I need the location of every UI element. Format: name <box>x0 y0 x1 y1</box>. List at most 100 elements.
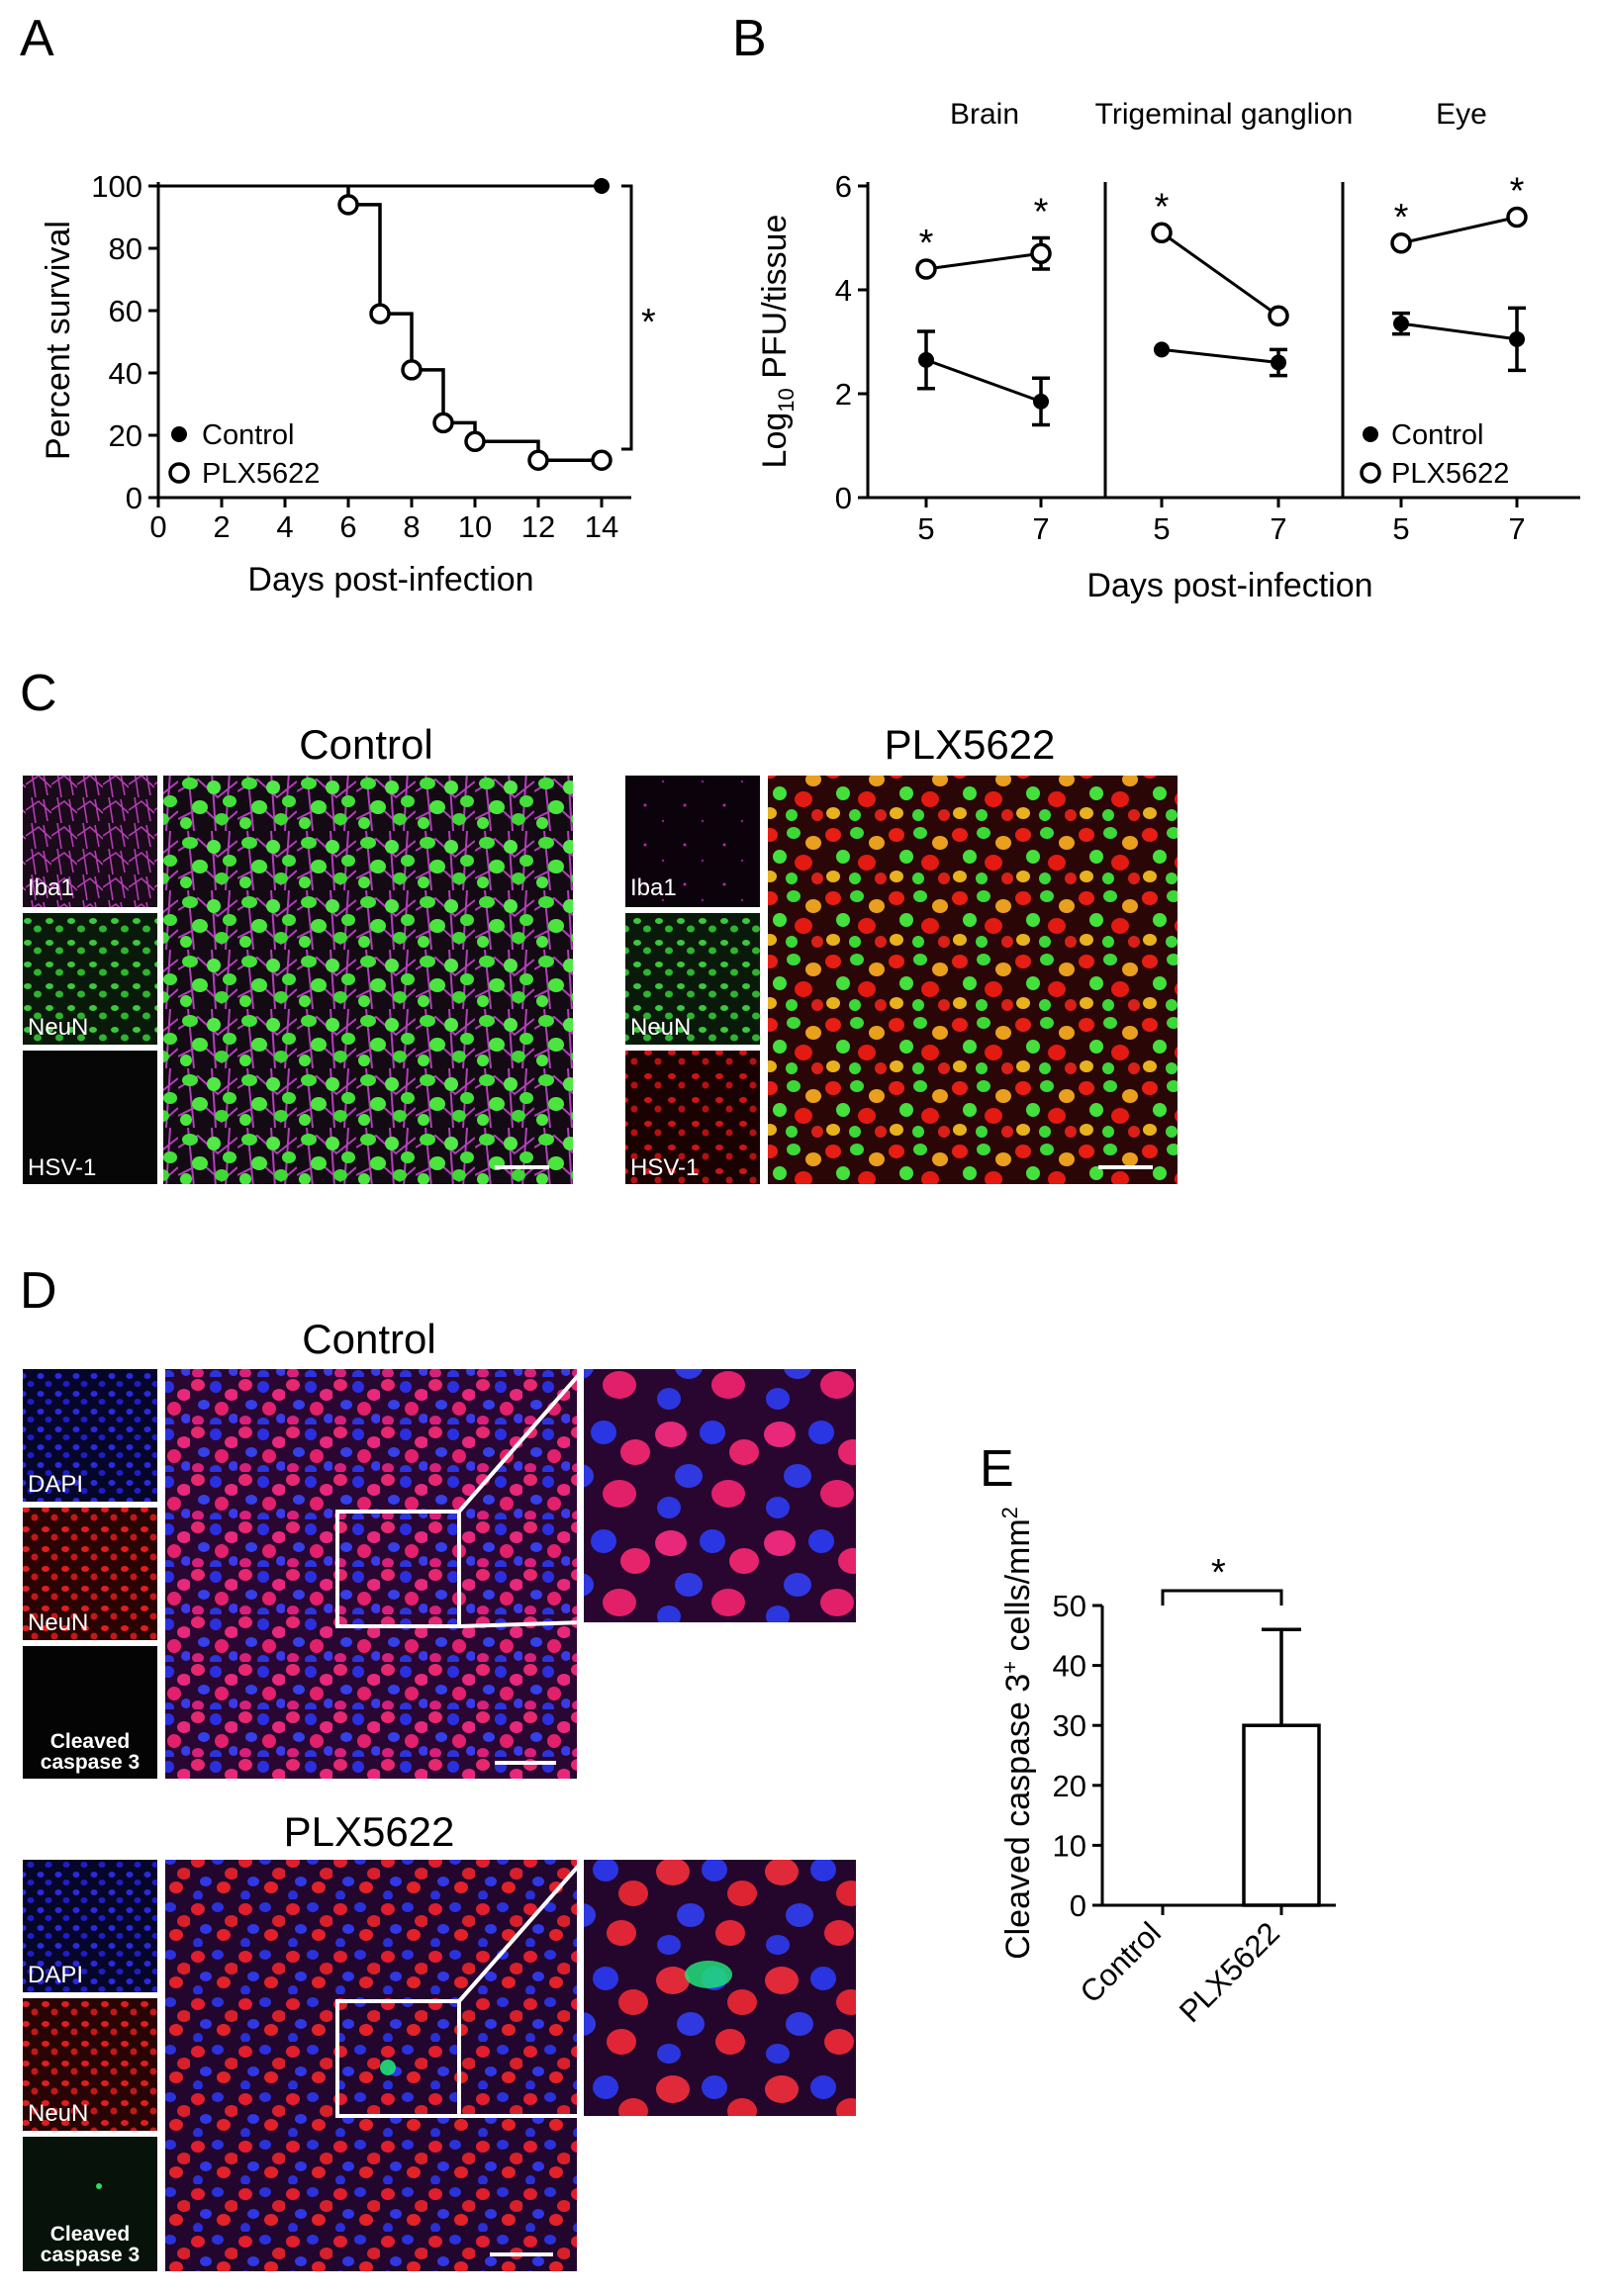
d-control-zoom-line-bottom <box>458 1620 585 1628</box>
b-plx-point <box>1390 232 1412 254</box>
b-plx-point <box>1268 305 1289 326</box>
a-x-tick-label: 2 <box>213 509 230 544</box>
b-plx-point <box>1506 206 1528 229</box>
c-plx-iba1-image <box>625 776 760 907</box>
c-plx-scale-bar <box>1098 1165 1153 1169</box>
d-control-merge-image <box>165 1369 577 1779</box>
b-x-tick-label: 7 <box>1270 511 1286 546</box>
a-significance-star: * <box>641 302 656 343</box>
d-plx-zoom-line-top <box>457 1858 586 2003</box>
d-plx-caspase-label-1: Cleaved <box>50 2223 131 2246</box>
e-y-tick-label: 50 <box>1053 1589 1086 1623</box>
b-x-tick-label: 5 <box>1392 511 1409 546</box>
d-plx-neun-image <box>23 1998 157 2131</box>
b-x-tick-label: 5 <box>917 511 934 546</box>
b-y-tick-label: 2 <box>835 377 852 412</box>
a-legend-control-marker <box>171 426 187 442</box>
d-control-neun-label: NeuN <box>28 1609 88 1636</box>
a-x-axis-label: Days post-infection <box>247 561 533 598</box>
b-y-tick-label: 4 <box>835 273 852 308</box>
d-plx-dapi-label: DAPI <box>28 1962 83 1988</box>
e-y-tick-label: 10 <box>1053 1828 1086 1863</box>
d-plx-title: PLX5622 <box>284 1808 455 1855</box>
d-plx-merge-caspase-signal <box>380 2060 396 2075</box>
d-plx-caspase-label-2: caspase 3 <box>41 2244 140 2266</box>
d-control-dapi-label: DAPI <box>28 1471 83 1498</box>
d-control-neun-image <box>23 1508 157 1640</box>
c-control-merge-image <box>163 776 573 1184</box>
a-x-tick-label: 12 <box>521 509 555 544</box>
a-x-tick-label: 6 <box>339 509 356 544</box>
e-significance-bracket <box>1161 1589 1283 1606</box>
b-x-tick-label: 7 <box>1508 511 1525 546</box>
b-plx-point <box>1151 222 1173 243</box>
b-significance-star: * <box>1155 186 1170 228</box>
e-y-axis-label: Cleaved caspase 3+ cells/mm2 <box>997 1507 1037 1960</box>
c-control-neun-label: NeuN <box>28 1014 88 1041</box>
a-plx-point <box>432 412 454 434</box>
c-plx-merge-image <box>768 776 1178 1184</box>
e-y-tick-label: 40 <box>1053 1649 1086 1684</box>
b-y-tick-label: 6 <box>835 169 852 204</box>
survival-marks <box>158 178 613 471</box>
panel-letter-e: E <box>980 1440 1014 1498</box>
b-series-line <box>1161 347 1279 364</box>
a-y-tick-label: 60 <box>109 294 142 328</box>
e-y-tick-label: 30 <box>1053 1708 1086 1743</box>
a-significance-bracket <box>621 184 633 451</box>
b-series-line <box>925 358 1042 404</box>
b-control-point <box>1033 393 1049 410</box>
a-y-tick-label: 0 <box>126 481 142 515</box>
b-legend-plx: PLX5622 <box>1391 458 1509 490</box>
a-x-tick-label: 8 <box>403 509 420 544</box>
d-control-zoom-image <box>584 1369 856 1622</box>
d-control-title: Control <box>302 1316 435 1362</box>
d-control-inset-box <box>335 1510 461 1628</box>
a-plx-point <box>369 303 391 324</box>
b-control-point <box>1509 330 1525 347</box>
b-series-line <box>925 251 1042 271</box>
a-plx-point <box>591 449 613 471</box>
a-y-axis-label: Percent survival <box>40 221 77 460</box>
c-plx-hsv-label: HSV-1 <box>630 1154 699 1181</box>
c-plx-neun-image <box>625 913 760 1045</box>
c-control-neun-image <box>23 913 157 1045</box>
b-significance-star: * <box>1034 192 1049 233</box>
c-control-title: Control <box>299 721 432 768</box>
b-series-line <box>1161 231 1279 318</box>
a-x-tick-label: 14 <box>585 509 618 544</box>
b-series-line <box>1400 216 1518 245</box>
b-legend-control: Control <box>1391 419 1484 451</box>
b-plx-point <box>1030 242 1052 264</box>
d-control-zoom-line-top <box>457 1367 586 1514</box>
panel-c: C Control Iba1 NeuN HSV-1 PLX5622 Iba1 N… <box>20 665 1178 1184</box>
survival-axes: 0 2 4 6 8 10 12 14 0 20 40 60 80 100 <box>91 169 631 544</box>
e-y-tick-label: 20 <box>1053 1769 1086 1803</box>
b-facet-title-eye: Eye <box>1436 98 1487 131</box>
c-plx-title: PLX5622 <box>885 721 1056 768</box>
d-plx-neun-label: NeuN <box>28 2100 88 2127</box>
panel-a: A 0 2 4 6 8 10 12 14 0 20 40 60 80 100 Days post-infe… <box>20 10 656 598</box>
b-y-axis-label: Log10 PFU/tissue <box>756 215 799 469</box>
a-plx-point <box>464 430 486 453</box>
b-plx-point <box>915 258 937 280</box>
panel-letter-b: B <box>732 10 767 67</box>
b-facet-title-brain: Brain <box>950 98 1019 131</box>
b-legend-plx-marker <box>1360 462 1381 484</box>
b-x-tick-label: 7 <box>1032 511 1049 546</box>
e-bar <box>1242 1723 1321 1907</box>
c-plx-iba1-label: Iba1 <box>630 874 677 901</box>
b-x-axis-label: Days post-infection <box>1086 567 1372 604</box>
a-x-tick-label: 4 <box>276 509 293 544</box>
panel-d: D Control DAPI NeuN Cleaved caspase 3 PL… <box>20 1262 856 2271</box>
a-plx-point <box>401 359 423 381</box>
e-significance-star: * <box>1211 1552 1226 1594</box>
panel-letter-a: A <box>20 10 54 67</box>
panel-letter-c: C <box>20 665 57 722</box>
a-plx-step-line <box>346 186 602 462</box>
d-plx-inset-box <box>335 1999 461 2118</box>
c-plx-hsv-image <box>625 1051 760 1184</box>
panel-letter-d: D <box>20 1262 57 1320</box>
a-control-point <box>594 178 610 194</box>
